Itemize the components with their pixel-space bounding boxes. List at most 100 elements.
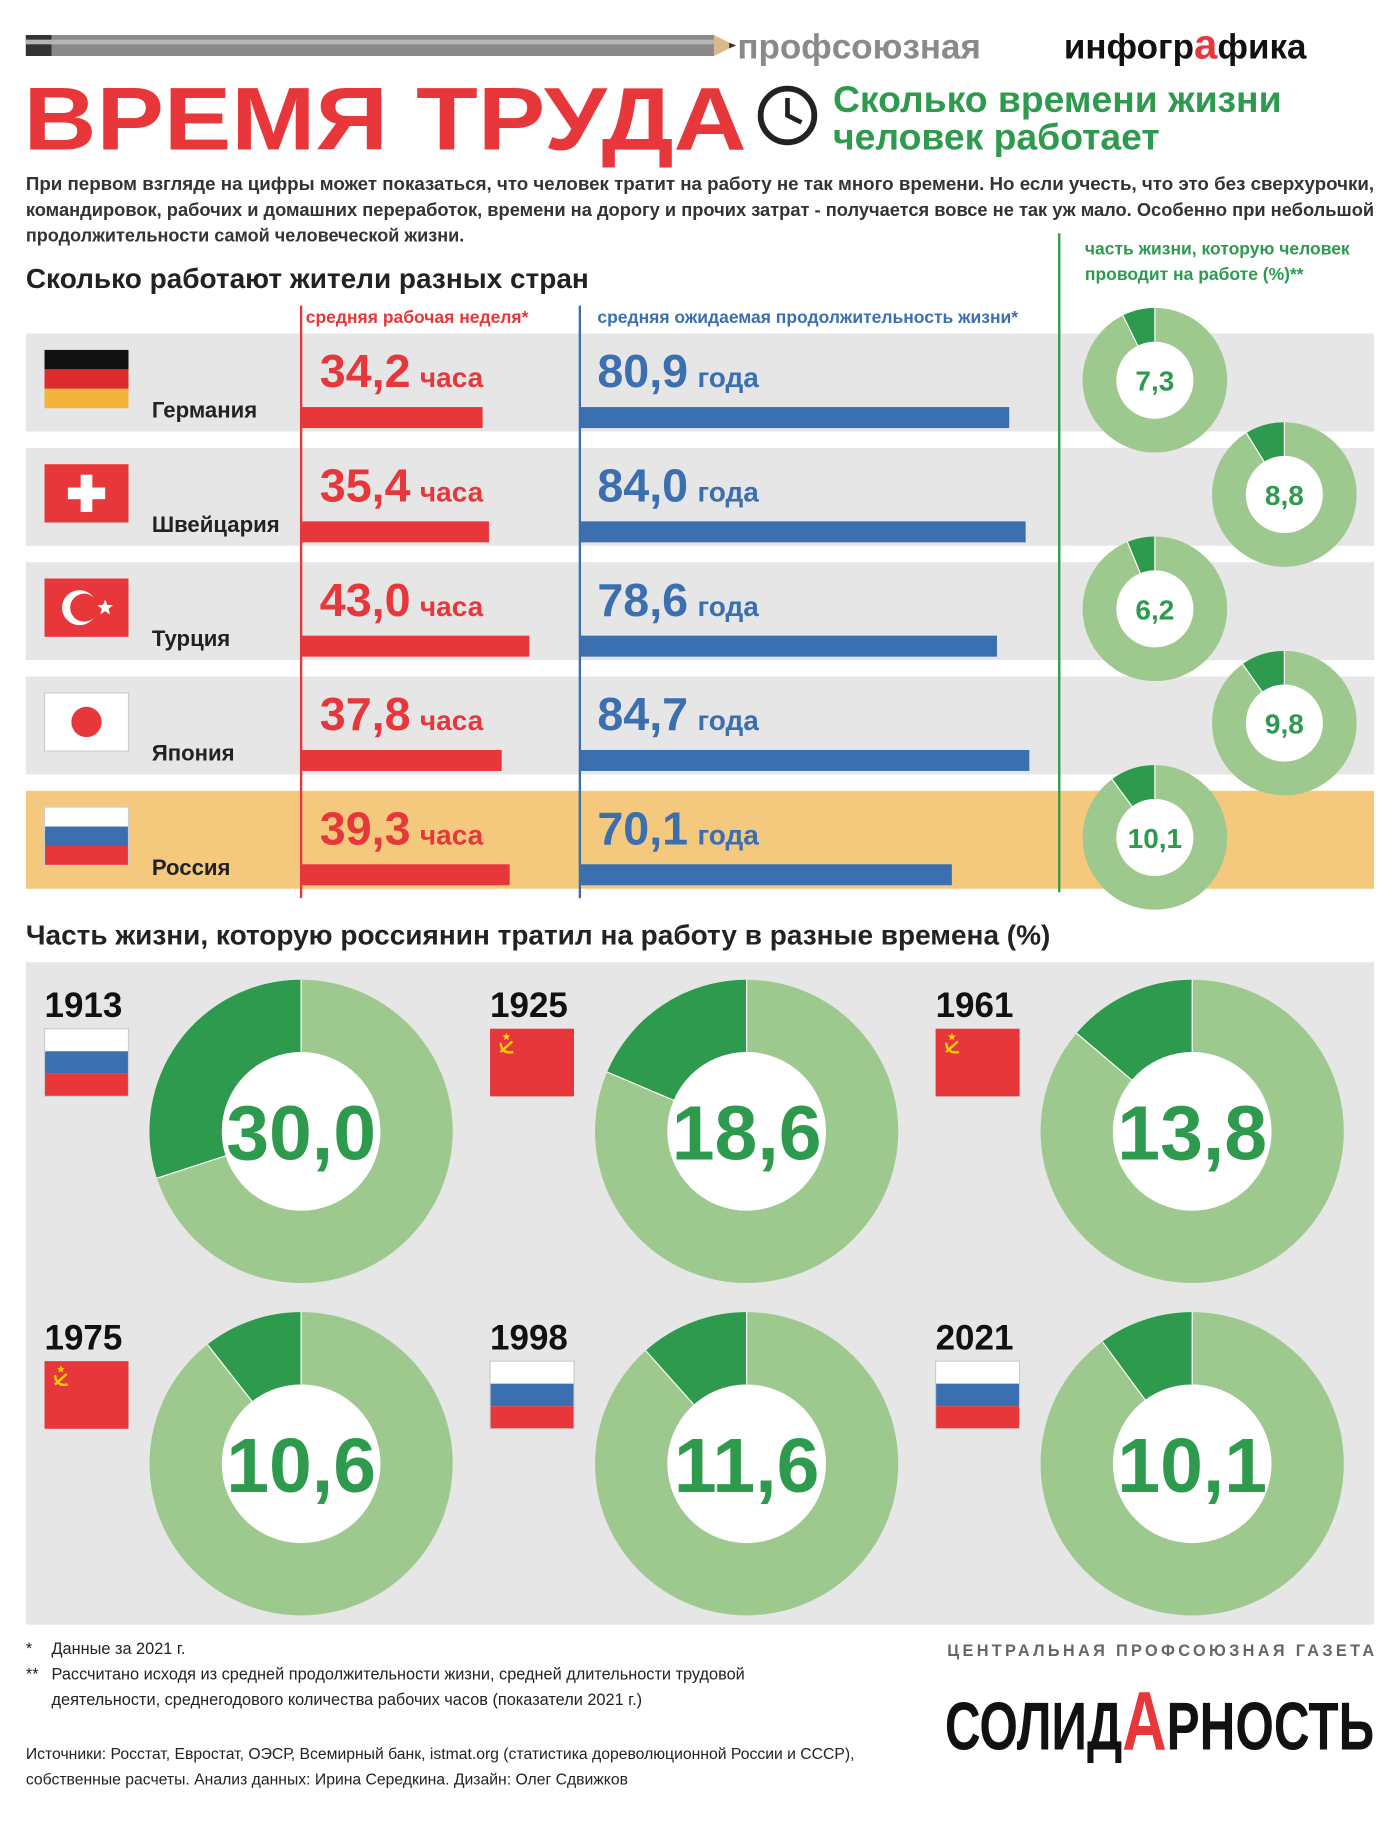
hours-bar — [301, 521, 489, 543]
flag — [44, 349, 129, 409]
flag-stripe — [44, 845, 129, 866]
clock-hands — [785, 97, 803, 125]
newspaper-name: СОЛИДАРНОСТЬ — [945, 1674, 1374, 1768]
hours-bar — [301, 749, 502, 771]
hours-value: 37,8 — [320, 688, 411, 740]
life-unit: года — [697, 477, 759, 508]
share-donut-divider — [1126, 541, 1141, 574]
hours-bar — [301, 864, 510, 886]
pencil-highlight — [25, 39, 714, 45]
footnote-mark: ** — [26, 1666, 39, 1684]
newspaper-part: РНОСТЬ — [1167, 1690, 1375, 1765]
flag — [43, 1028, 130, 1097]
share-label: 6,2 — [1135, 594, 1174, 625]
share-donut-segment — [1122, 307, 1155, 346]
share-donut-segment — [1242, 650, 1285, 692]
flag-stripe — [935, 1361, 1020, 1384]
life-label: 80,9 года — [597, 345, 759, 397]
history-donut-hole — [667, 1384, 826, 1544]
hours-value: 35,4 — [320, 460, 411, 512]
history-donut-hole — [1112, 1384, 1272, 1544]
intro-text: При первом взгляде на цифры может показа… — [26, 174, 1374, 194]
footnote-mark: * — [26, 1640, 33, 1658]
hours-unit: часа — [420, 362, 484, 393]
sources: Источники: Росстат, Евростат, ОЭСР, Всем… — [26, 1746, 855, 1763]
flag-stripe — [490, 1361, 575, 1384]
flag — [44, 1361, 129, 1429]
history-donut-divider — [1076, 1032, 1133, 1081]
hours-unit: часа — [420, 477, 484, 508]
section-title: Сколько работают жители разных стран — [26, 263, 589, 294]
flag-stripe — [44, 1073, 129, 1097]
hours-value: 34,2 — [320, 345, 411, 397]
hours-value: 39,3 — [320, 802, 411, 854]
share-donut-hole — [1116, 798, 1194, 876]
history-donut-segment — [645, 1312, 747, 1405]
year-label: 1975 — [45, 1318, 123, 1357]
flag — [490, 1028, 575, 1097]
share-donut-hole — [1245, 684, 1323, 762]
life-unit: года — [697, 362, 759, 393]
year-label: 1998 — [490, 1318, 568, 1357]
history-share-label: 10,1 — [1117, 1423, 1267, 1509]
history-share-label: 10,6 — [226, 1423, 376, 1509]
intro-text: продолжительности самой человеческой жиз… — [26, 225, 464, 245]
life-bar — [579, 635, 997, 657]
history-donut-segment — [1102, 1312, 1193, 1400]
share-donut-segment — [1246, 422, 1285, 462]
country-name: Швейцария — [152, 512, 280, 537]
life-value: 84,0 — [597, 460, 688, 512]
flag-field — [490, 1028, 575, 1097]
column-header: часть жизни, которую человек — [1085, 238, 1350, 258]
year-label: 1925 — [490, 986, 568, 1025]
history-donut-divider — [645, 1350, 695, 1405]
flag-stripe — [935, 1383, 1020, 1407]
history-donut-hole — [667, 1052, 826, 1211]
flag-crescent — [70, 593, 99, 622]
brand-part: а — [1194, 20, 1218, 67]
flag-stripe — [490, 1406, 575, 1429]
flag — [935, 1360, 1021, 1430]
flag-emblem — [944, 1040, 960, 1054]
flag-border — [935, 1360, 1021, 1430]
flag-field — [935, 1028, 1020, 1097]
flag-cross — [67, 487, 106, 500]
history-share-label: 13,8 — [1117, 1090, 1267, 1176]
share-donut-divider — [1122, 315, 1139, 346]
hours-label: 34,2 часа — [320, 345, 484, 397]
flag — [935, 1028, 1020, 1097]
newspaper-part: СОЛИД — [945, 1690, 1122, 1765]
flag-emblem — [53, 1373, 69, 1386]
life-bar — [579, 407, 1010, 429]
life-label: 84,7 года — [597, 688, 759, 740]
share-label: 10,1 — [1128, 823, 1182, 854]
pencil-lead — [729, 42, 737, 49]
flag-field — [44, 1361, 129, 1429]
flag-border — [43, 806, 130, 867]
hours-bar — [301, 407, 483, 429]
year-label: 1913 — [45, 986, 123, 1025]
history-donut-divider — [206, 1344, 253, 1402]
flag-stripe — [44, 1051, 129, 1074]
clock-icon — [757, 85, 818, 146]
life-label: 70,1 года — [597, 802, 759, 854]
flag-stripe — [490, 1383, 575, 1407]
newspaper-tagline: ЦЕНТРАЛЬНАЯ ПРОФСОЮЗНАЯ ГАЗЕТА — [947, 1642, 1374, 1660]
intro-text: командировок, рабочих и домашних перераб… — [26, 200, 1374, 220]
brand-bold: инфографика — [1064, 20, 1307, 67]
flag-stripe — [44, 349, 129, 370]
main-title: ВРЕМЯ ТРУДА — [24, 69, 747, 168]
year-label: 1961 — [936, 986, 1014, 1025]
hours-label: 39,3 часа — [320, 802, 484, 854]
hours-bar — [301, 635, 530, 657]
flag-border — [43, 1028, 130, 1097]
newspaper-part: А — [1122, 1674, 1166, 1768]
history-donut-segment — [607, 979, 747, 1101]
history-donut-divider — [1101, 1341, 1146, 1401]
subtitle: человек работает — [833, 115, 1160, 157]
share-donut-divider — [1245, 432, 1265, 463]
flag-stripe — [44, 807, 129, 827]
history-share-label: 11,6 — [674, 1423, 820, 1509]
